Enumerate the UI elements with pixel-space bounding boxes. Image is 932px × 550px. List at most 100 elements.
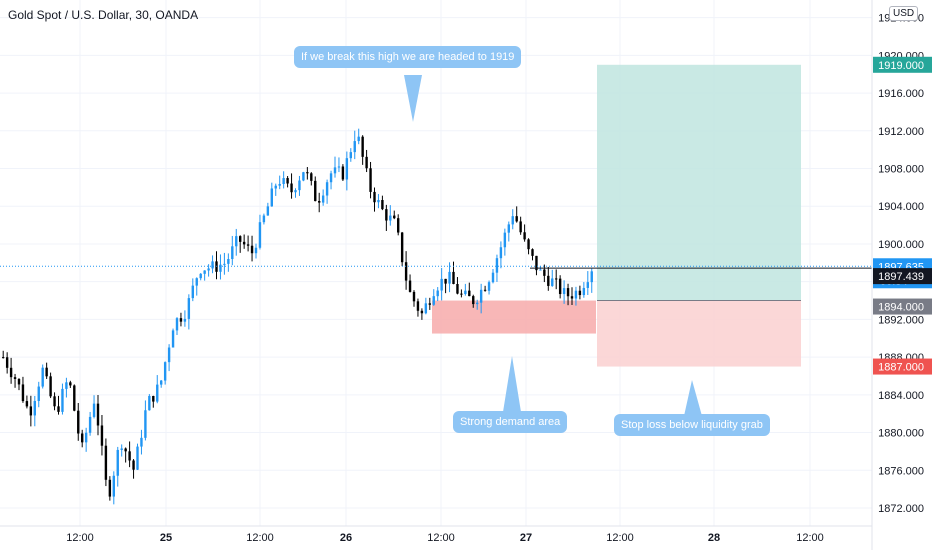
- candle-body: [152, 395, 155, 402]
- candle-body: [61, 388, 64, 412]
- last-price-label: 1897.439: [878, 271, 924, 283]
- candle-body: [389, 215, 392, 221]
- candle-body: [223, 263, 226, 265]
- candle-body: [29, 406, 33, 416]
- candle-body: [69, 382, 72, 386]
- candle-body: [104, 445, 108, 480]
- candle-body: [136, 446, 139, 470]
- take-profit-label: 1919.000: [878, 60, 924, 72]
- candle-body: [472, 296, 475, 305]
- candle-body: [77, 410, 80, 434]
- candle-body: [393, 215, 396, 219]
- candle-body: [21, 384, 25, 402]
- x-tick-label: 28: [708, 532, 720, 544]
- candle-body: [92, 403, 96, 417]
- candle-body: [112, 475, 115, 497]
- candle-body: [318, 201, 321, 203]
- candle-body: [160, 380, 163, 385]
- candle-body: [45, 367, 48, 377]
- candle-body: [282, 178, 285, 184]
- candle-body: [456, 284, 459, 294]
- y-tick-label: 1900.000: [878, 239, 924, 251]
- x-tick-label: 27: [520, 532, 532, 544]
- currency-button[interactable]: USD: [889, 6, 919, 21]
- candle-body: [235, 236, 238, 247]
- candle-body: [199, 273, 202, 279]
- candle-body: [535, 255, 538, 271]
- candle-body: [325, 182, 329, 196]
- candle-body: [124, 448, 127, 452]
- candle-body: [81, 433, 84, 443]
- candle-body: [286, 178, 289, 184]
- candle-body: [258, 222, 262, 248]
- candle-body: [566, 288, 570, 297]
- candle-body: [108, 479, 112, 497]
- candle-body: [211, 261, 214, 269]
- candle-body: [574, 290, 578, 299]
- y-tick-label: 1904.000: [878, 201, 924, 213]
- candle-body: [373, 191, 376, 203]
- candle-body: [219, 264, 222, 272]
- candle-body: [448, 271, 451, 284]
- candle-body: [120, 448, 123, 450]
- candle-body: [183, 318, 187, 322]
- x-tick-label: 12:00: [246, 532, 274, 544]
- candle-body: [377, 200, 380, 203]
- candle-body: [562, 288, 566, 295]
- candle-body: [306, 172, 309, 174]
- callout-stop-loss: Stop loss below liquidity grab: [614, 414, 770, 436]
- candle-body: [329, 173, 333, 183]
- candle-body: [527, 239, 530, 250]
- entry-price-label: 1894.000: [878, 302, 924, 314]
- candle-body: [507, 224, 510, 233]
- x-tick-label: 25: [160, 532, 172, 544]
- candle-body: [65, 382, 68, 389]
- candle-body: [495, 258, 499, 273]
- candle-body: [41, 367, 44, 387]
- candle-body: [515, 216, 518, 222]
- candle-body: [302, 172, 305, 181]
- candle-body: [365, 156, 368, 169]
- candle-body: [156, 384, 159, 402]
- candle-body: [140, 437, 143, 447]
- last-price-label-bg: [873, 268, 932, 285]
- candle-body: [100, 425, 104, 446]
- stop-zone: [597, 300, 801, 367]
- candle-body: [37, 386, 40, 401]
- candle-body: [539, 269, 542, 271]
- chart-title: Gold Spot / U.S. Dollar, 30, OANDA: [8, 8, 199, 22]
- candle-body: [167, 347, 171, 363]
- candle-body: [148, 395, 151, 411]
- candle-body: [203, 270, 206, 274]
- candle-body: [586, 282, 589, 288]
- candle-body: [33, 400, 36, 416]
- candle-body: [250, 245, 254, 254]
- candle-body: [547, 275, 550, 286]
- callout-pointer-demand: [503, 356, 521, 412]
- candle-body: [432, 296, 435, 305]
- entry-price-label-bg: [873, 298, 932, 315]
- candle-body: [73, 385, 76, 411]
- target-zone: [597, 64, 801, 301]
- candle-body: [408, 280, 412, 292]
- candle-body: [262, 215, 266, 223]
- candle-body: [290, 183, 293, 193]
- callout-break-high: If we break this high we are headed to 1…: [294, 46, 522, 68]
- candle-body: [191, 285, 194, 299]
- candle-body: [479, 289, 483, 303]
- candle-body: [310, 173, 313, 181]
- candle-body: [163, 362, 167, 381]
- candle-body: [195, 278, 198, 286]
- candle-body: [116, 449, 119, 476]
- candle-body: [476, 302, 479, 305]
- callout-pointer-stop: [684, 380, 702, 416]
- candle-body: [503, 232, 507, 248]
- x-tick-label: 12:00: [66, 532, 94, 544]
- candle-body: [491, 272, 495, 283]
- candle-body: [246, 244, 250, 246]
- candle-body: [294, 190, 297, 193]
- x-tick-label: 12:00: [427, 532, 455, 544]
- candle-body: [420, 310, 424, 314]
- candle-body: [551, 278, 554, 286]
